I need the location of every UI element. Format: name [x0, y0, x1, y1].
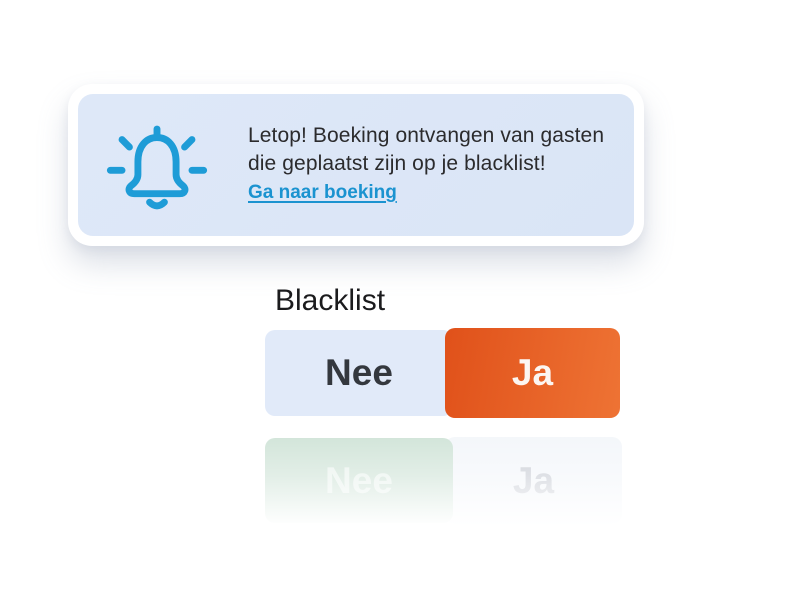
- notification-panel: Letop! Boeking ontvangen van gasten die …: [78, 94, 634, 236]
- toggle-option-ja[interactable]: Ja: [445, 328, 620, 418]
- go-to-booking-link[interactable]: Ga naar boeking: [248, 182, 397, 203]
- notification-message: Letop! Boeking ontvangen van gasten die …: [248, 122, 604, 204]
- toggle-option-nee[interactable]: Nee: [265, 330, 453, 416]
- blacklist-heading: Blacklist: [275, 284, 386, 317]
- notification-card: Letop! Boeking ontvangen van gasten die …: [68, 84, 644, 246]
- bell-alert-icon: [106, 125, 208, 210]
- blacklist-toggle: Nee Ja: [265, 328, 620, 418]
- notification-message-line1: Letop! Boeking ontvangen van gasten: [248, 124, 605, 147]
- notification-message-line2: die geplaatst zijn op je blacklist!: [248, 152, 546, 175]
- reflection-fade-overlay: [262, 434, 625, 527]
- blacklist-toggle-reflection: Nee Ja: [262, 434, 625, 527]
